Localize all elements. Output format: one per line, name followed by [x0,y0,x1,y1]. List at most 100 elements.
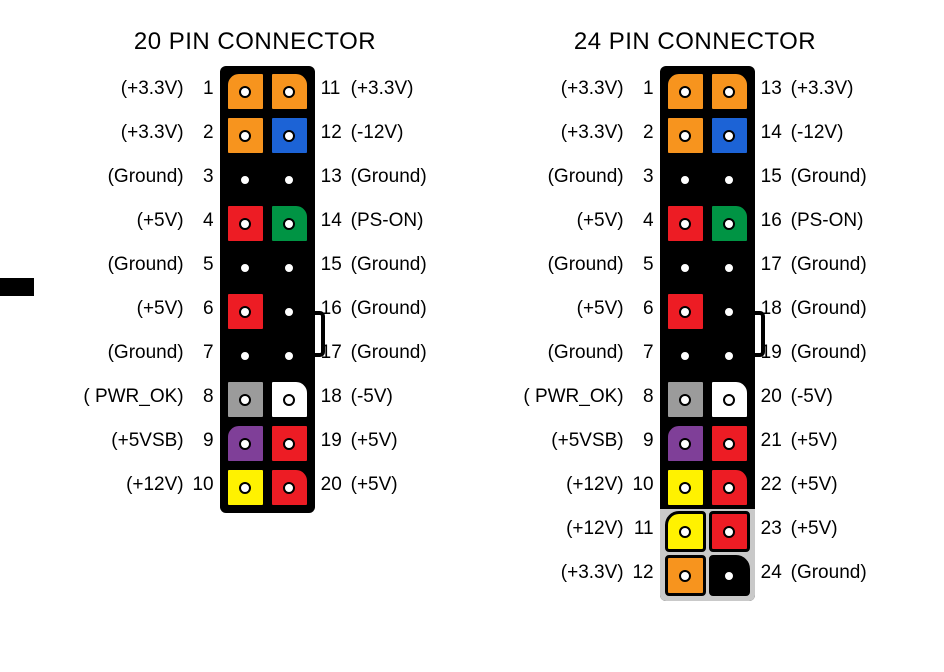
signal-name: (+3.3V) [121,79,184,98]
pin-number: 9 [192,431,214,450]
pin-hole-icon [283,262,295,274]
pin-label-left: (+5V)4 [523,198,659,242]
signal-name: (Ground) [351,299,427,318]
pin-hole-icon [679,174,691,186]
signal-name: (+12V) [566,475,624,494]
pin [269,423,310,464]
pin-hole-icon [239,86,251,98]
signal-name: (Ground) [548,343,624,362]
pin-hole-icon [723,262,735,274]
pin-row [665,335,750,376]
pin [665,71,706,112]
pin-number: 18 [321,387,343,406]
pin [665,511,706,552]
signal-name: (-5V) [351,387,393,406]
pin [225,159,266,200]
pin-number: 1 [192,79,214,98]
pin-hole-icon [239,174,251,186]
pin-row [225,159,310,200]
pin-label-right: 20(+5V) [315,462,427,506]
pin-hole-icon [239,394,251,406]
pin-hole-icon [283,482,295,494]
pin-label-left: (+3.3V) 1 [83,66,219,110]
pin-number: 2 [192,123,214,142]
pin-hole-icon [283,86,295,98]
pin [665,423,706,464]
pin-hole-icon [679,482,691,494]
pin-label-right: 14(PS-ON) [315,198,427,242]
pin [269,115,310,156]
pin-number: 12 [632,563,654,582]
pin-label-right: 16(Ground) [315,286,427,330]
pin-hole-icon [679,130,691,142]
pin-number: 1 [632,79,654,98]
pin [269,203,310,244]
pin-label-left: (Ground)7 [523,330,659,374]
pin-number: 15 [761,167,783,186]
pin-hole-icon [723,218,735,230]
pin-row [665,511,750,552]
signal-name: ( PWR_OK) [523,387,623,406]
pin-row [225,467,310,508]
pin-number: 13 [321,167,343,186]
pin-hole-icon [283,218,295,230]
pin-number: 8 [632,387,654,406]
image-artifact [0,278,34,296]
pin-label-right: 14(-12V) [755,110,867,154]
pin-label-left: (Ground)5 [523,242,659,286]
pin-hole-icon [723,394,735,406]
pin-label-right: 12(-12V) [315,110,427,154]
pin-label-left: (Ground)3 [83,154,219,198]
pin [269,247,310,288]
labels-right: 13(+3.3V)14(-12V)15(Ground)16(PS-ON)17(G… [755,66,867,594]
pin-number: 2 [632,123,654,142]
signal-name: (Ground) [351,255,427,274]
pin-label-left: (+5VSB)9 [523,418,659,462]
pin [225,379,266,420]
pin-number: 4 [192,211,214,230]
pin-label-left: (+5VSB)9 [83,418,219,462]
pin-number: 12 [321,123,343,142]
signal-name: (+3.3V) [561,123,624,142]
pin-row [665,555,750,596]
pin-hole-icon [679,86,691,98]
signal-name: (+5V) [137,299,184,318]
pin-row [225,115,310,156]
pin-number: 10 [192,475,214,494]
pin-label-right: 22(+5V) [755,462,867,506]
pin-number: 11 [321,79,343,98]
connector-body: (+3.3V)1(+3.3V)2(Ground)3(+5V)4(Ground)5… [83,66,426,513]
pin [665,379,706,420]
pin [709,511,750,552]
connector-title: 20 PIN CONNECTOR [134,28,376,56]
pin-number: 9 [632,431,654,450]
pin-hole-icon [723,570,735,582]
pin-label-right: 19(+5V) [315,418,427,462]
signal-name: ( PWR_OK) [83,387,183,406]
signal-name: (-12V) [791,123,844,142]
pin-label-left: (+12V)10 [83,462,219,506]
pin-number: 17 [761,255,783,274]
pin-label-right: 19(Ground) [755,330,867,374]
pin [709,203,750,244]
key-notch [755,311,765,357]
pin-hole-icon [723,350,735,362]
pin-row [665,247,750,288]
pin [225,467,266,508]
pin [665,159,706,200]
pin-row [665,291,750,332]
pin-number: 3 [632,167,654,186]
connector-diagram: 24 PIN CONNECTOR(+3.3V)1(+3.3V)2(Ground)… [490,28,900,601]
labels-left: (+3.3V)1(+3.3V)2(Ground)3(+5V)4(Ground)5… [83,66,219,506]
pin [665,115,706,156]
signal-name: (+5V) [577,299,624,318]
pin-row [225,379,310,420]
pin-row [665,467,750,508]
signal-name: (Ground) [791,343,867,362]
signal-name: (+3.3V) [121,123,184,142]
pin [665,247,706,288]
pin-label-right: 13(+3.3V) [755,66,867,110]
pin-label-left: (+3.3V) 2 [523,110,659,154]
signal-name: (Ground) [791,299,867,318]
pin-number: 23 [761,519,783,538]
